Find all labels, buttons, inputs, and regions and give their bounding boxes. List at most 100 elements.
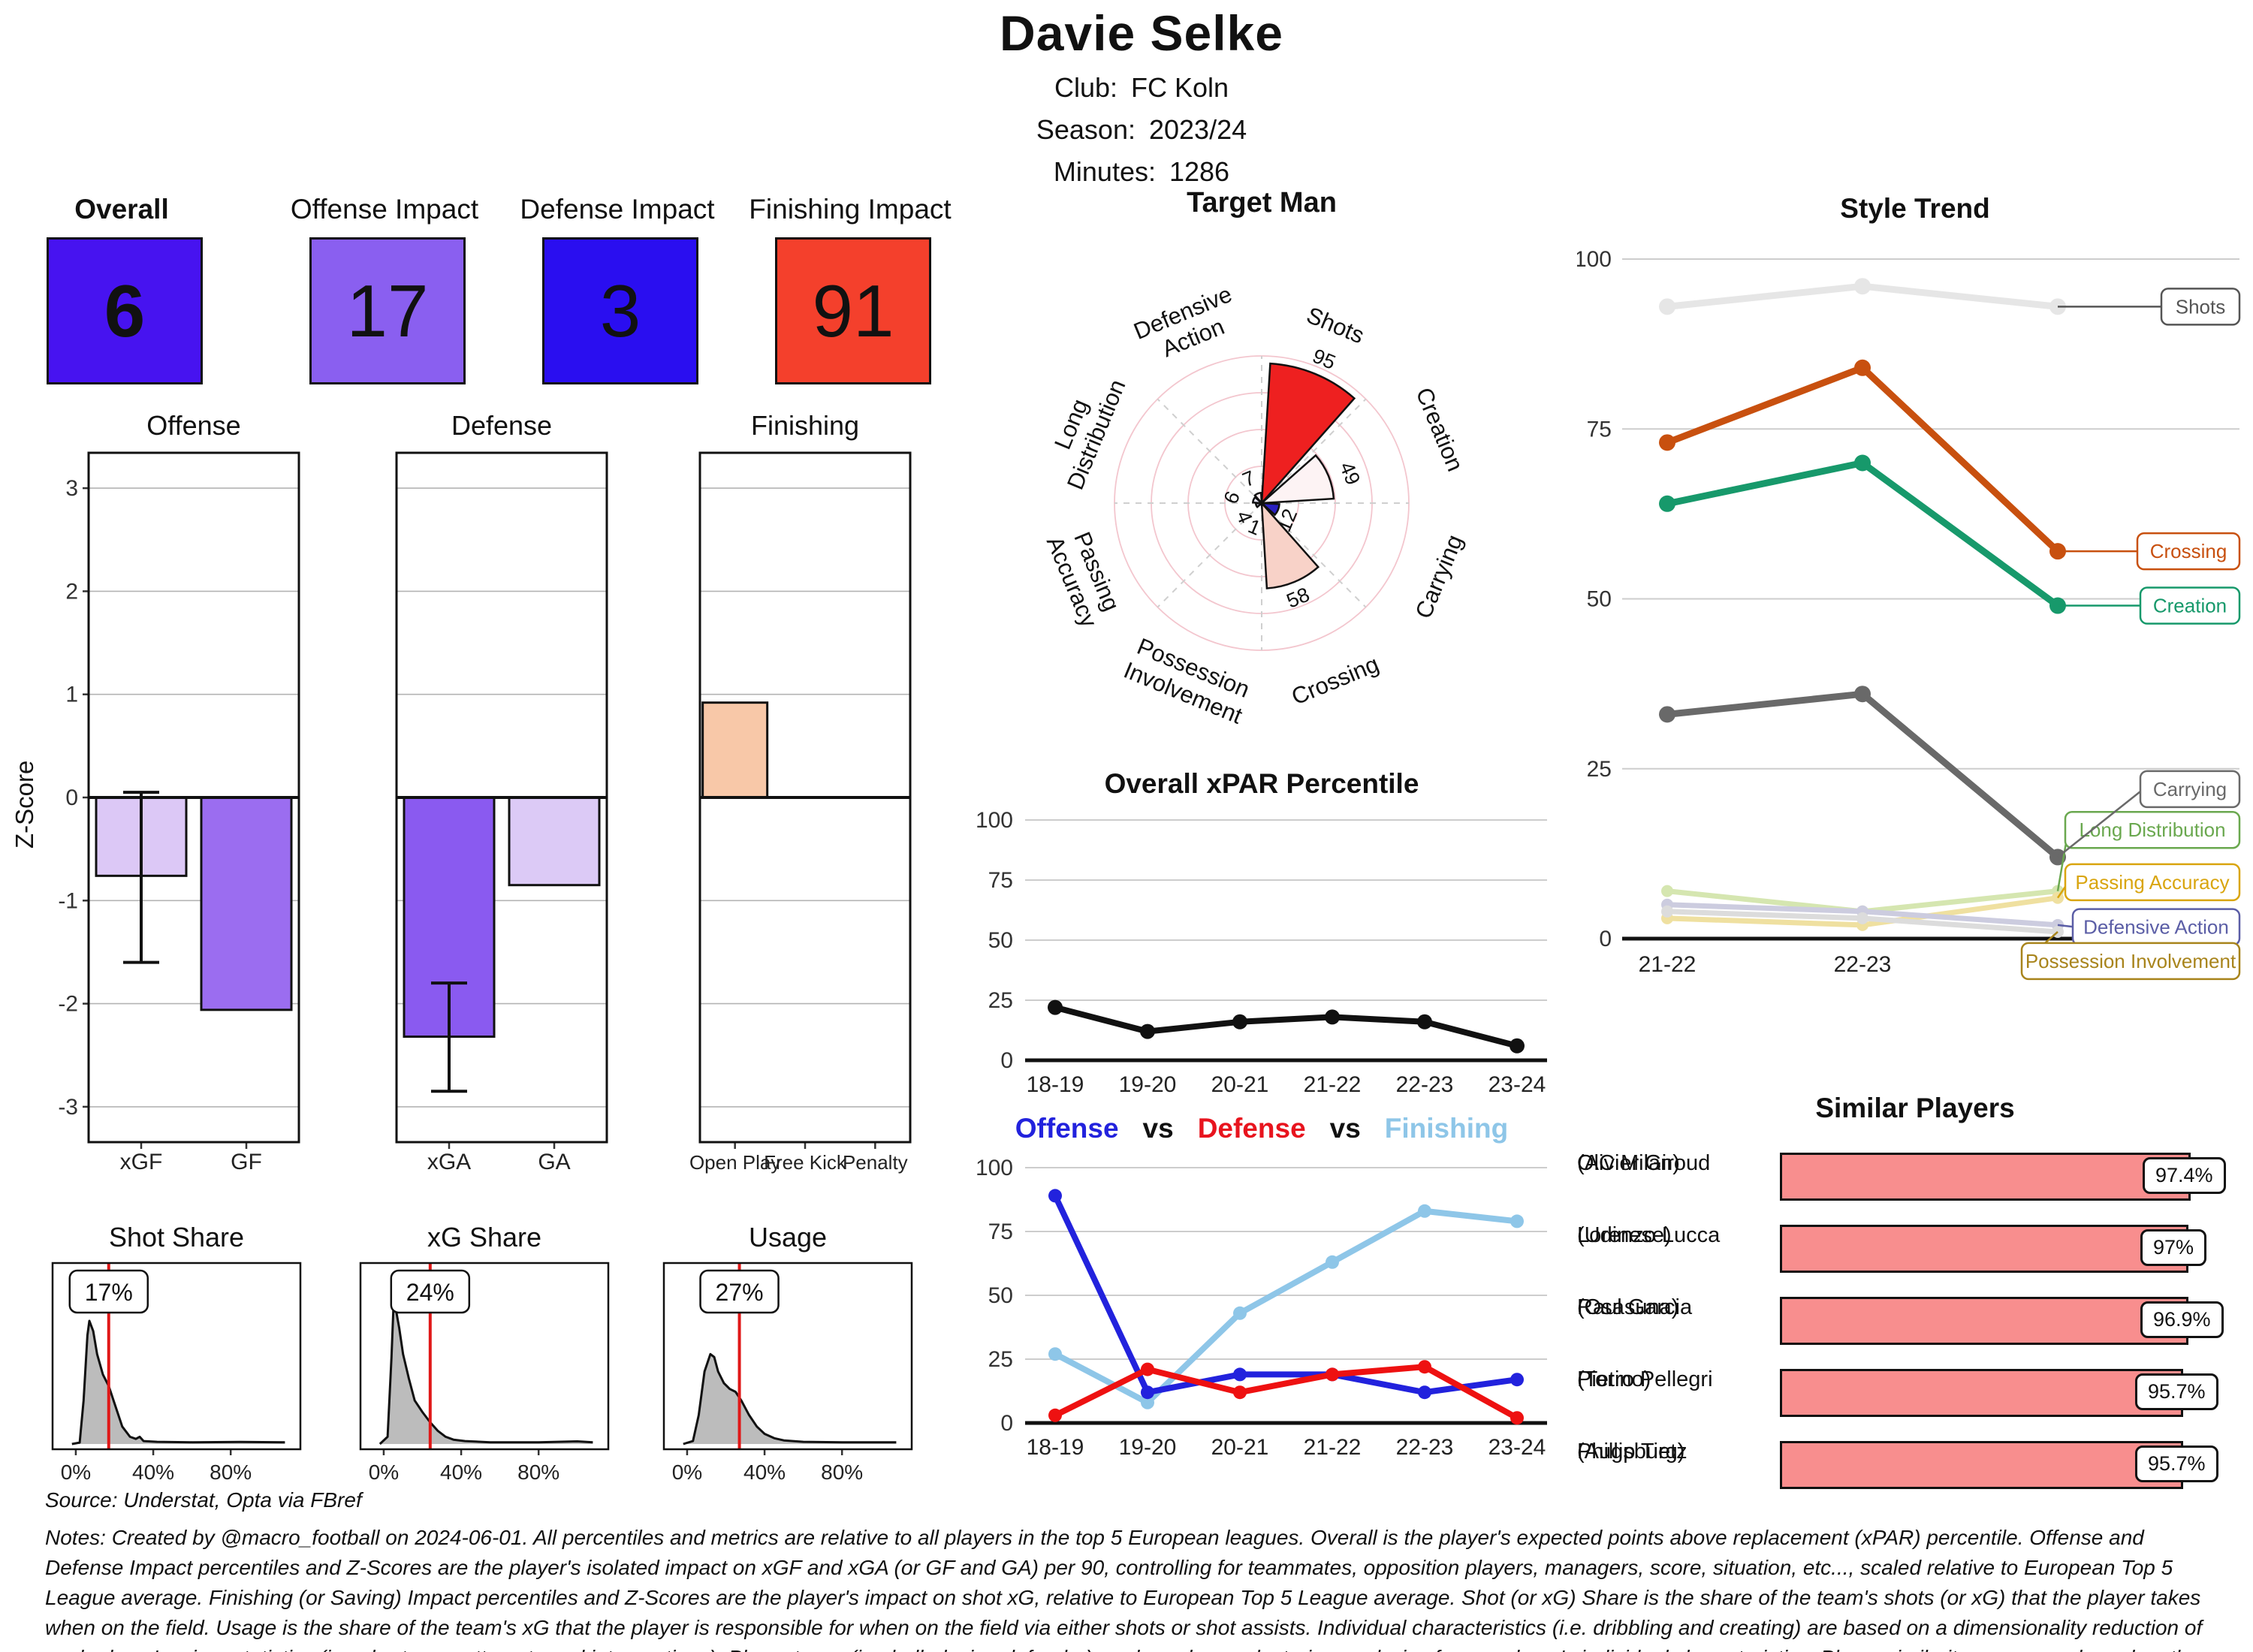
chart-title: Overall xPAR Percentile [1105,768,1419,799]
line-xpar [1054,1004,1519,1049]
x-tick-label: 80% [517,1461,559,1484]
marker-label: 17% [85,1279,133,1306]
y-tick-label: 2 [65,579,78,604]
series-label: Defensive Action [2083,916,2229,939]
similarity-value: 97.4% [2143,1157,2226,1194]
point-defense [1418,1360,1431,1374]
panel-title: Defense [451,410,552,441]
point-finishing [1141,1395,1154,1409]
x-tick-label: 40% [132,1461,174,1484]
ovd-chart-title: Offense vs Defense vs Finishing [954,1113,1570,1144]
trend-point [1659,434,1675,451]
similarity-value: 95.7% [2135,1373,2218,1410]
point-defense [1141,1362,1154,1376]
panel-title: Usage [749,1224,827,1253]
zscore-charts: Offense 3 2 1 0 -1 -2 -3 xGF GF Defense xGA GA Finish… [0,409,976,1228]
trend-line-creation [1666,460,2060,609]
x-tick-label: 40% [743,1461,786,1484]
share-distribution-charts: Shot Share 17% 0% 40% 80% xG Share 24% 0% 40% 80%… [0,1224,976,1502]
series-label-box [2139,770,2241,809]
minutes-value: 1286 [1169,156,1230,187]
similarity-bar [1780,1153,2191,1201]
point-offense [1048,1189,1062,1203]
notes-text: Notes: Created by @macro_football on 202… [45,1526,2203,1652]
radar-spoke [1157,398,1262,504]
impact-card-label: Offense Impact [290,194,479,225]
zscore-panel-defense: Defense xGA GA [395,410,608,1174]
x-tick-label: GF [231,1150,262,1174]
x-tick-label: 18-19 [1027,1435,1084,1460]
player-club: (Augsburg) [1577,1439,1685,1464]
radar-value: 95 [1309,345,1338,374]
point-offense [1233,1367,1247,1382]
line-finishing [1054,1207,1518,1406]
y-tick-label: 0 [1599,927,1612,951]
x-tick-label: 21-22 [1304,1072,1362,1097]
point-defense [1233,1385,1247,1400]
x-tick-label: 20-21 [1211,1072,1269,1097]
x-tick-label: xGF [120,1150,163,1174]
point-offense [1510,1373,1524,1387]
panel-title: Shot Share [109,1224,244,1253]
player-type-radar: Target Man 95 Shots 49 Creation 12 Carrying 58 C… [954,180,1570,781]
radar-spoke [1157,502,1262,608]
density-fill [71,1321,285,1444]
label-connector [2057,788,2144,858]
bar-GF [200,796,293,1011]
x-tick-label: 0% [61,1461,91,1484]
minutes-label: Minutes: [1053,156,1156,187]
impact-card-box: 17 [309,237,466,384]
player-club: (Udinese) [1577,1223,1672,1247]
point-offense [1141,1385,1154,1400]
y-tick-label: 100 [1577,247,1612,272]
trend-point [1659,495,1675,512]
point-xpar [1140,1023,1155,1039]
trend-point [1661,885,1673,897]
y-tick-label: 1 [65,683,78,707]
impact-card-box: 3 [542,237,698,384]
radar-category-label: DefensiveAction [1130,281,1247,369]
ovd-title-part: Offense [1015,1113,1119,1144]
radar-category-label: PossessionInvolvement [1120,632,1256,729]
x-tick-label: 22-23 [1834,952,1892,977]
x-tick-label: GA [538,1150,570,1174]
player-name: Pietro Pellegri [1577,1367,1713,1391]
footer-notes: Source: Understat, Opta via FBref Notes:… [45,1485,2215,1652]
x-tick-label: 0% [369,1461,399,1484]
y-tick-label: 100 [976,1156,1013,1180]
panel-title: xG Share [427,1224,541,1253]
club-line: Club: FC Koln [826,72,1457,104]
line-offense [1052,1194,1518,1396]
ovd-title-part: vs [1142,1113,1174,1144]
point-finishing [1233,1306,1247,1320]
radar-spoke [1261,398,1367,504]
x-tick-label: 21-22 [1639,952,1697,977]
ovd-svg: 0 25 50 75 100 18-19 19-20 20-21 21-22 22-23 23-24 [976,1156,1547,1460]
player-name: Olivier Giroud [1577,1151,1711,1175]
y-tick-label: 25 [1587,757,1612,782]
point-xpar [1325,1009,1340,1025]
trend-point [1854,278,1871,295]
trend-point [1854,454,1871,472]
series-label: Crossing [2150,540,2227,562]
season-value: 2023/24 [1148,114,1247,145]
distribution-2: Usage 27% 0% 40% 80% [662,1224,913,1484]
series-label-box [2136,532,2241,571]
x-tick-label: 22-23 [1396,1435,1454,1460]
series-label: Shots [2176,295,2226,318]
trend-point [1856,912,1868,924]
point-finishing [1326,1255,1339,1269]
zscore-panel-offense: Offense 3 2 1 0 -1 -2 -3 xGF GF [58,410,300,1174]
plot-border [51,1262,302,1451]
radar-wedge-carrying [1259,502,1280,517]
point-defense [1326,1367,1339,1382]
radar-wedge-crossing [1260,500,1320,589]
x-tick-label: 20-21 [1211,1435,1269,1460]
plot-border [395,451,608,1144]
x-tick-label: 80% [821,1461,863,1484]
point-finishing [1048,1347,1062,1361]
radar-wedge-creation [1259,454,1335,505]
player-club: (Osasuna) [1577,1295,1679,1319]
ovd-title-part: Defense [1197,1113,1306,1144]
